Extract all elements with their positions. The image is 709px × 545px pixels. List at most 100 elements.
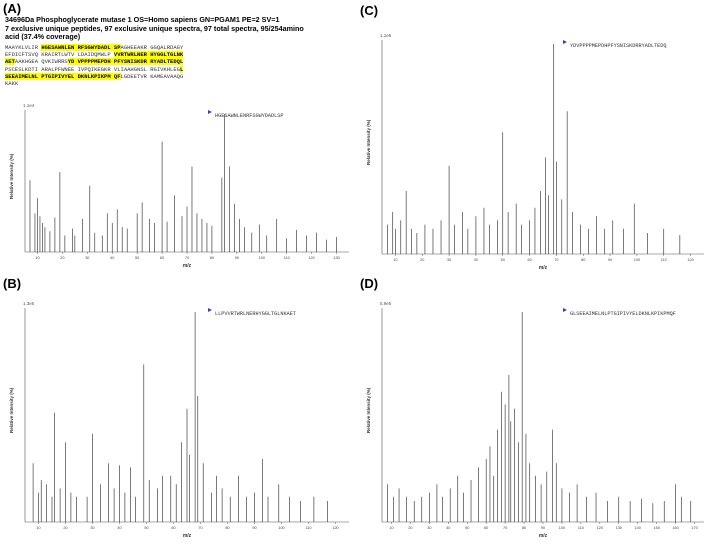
- x-tick-label: 50: [501, 258, 505, 262]
- x-tick-label: 40: [474, 258, 478, 262]
- x-tick-label: 100: [634, 258, 640, 262]
- peptide-sequence: LLPVVRTWRLNERHYGGLTGLNKAET: [215, 311, 296, 317]
- x-tick-label: 40: [110, 256, 114, 260]
- x-tick-label: 20: [60, 256, 64, 260]
- uncovered-segment: AGHEEAKR GGQALRDAGY: [120, 43, 184, 51]
- x-tick-label: 110: [578, 526, 584, 530]
- protein-info: 34696Da Phosphoglycerate mutase 1 OS=Hom…: [5, 15, 355, 88]
- x-tick-label: 90: [541, 526, 545, 530]
- panel-label-c: (C): [360, 3, 379, 18]
- protein-coverage: acid (37.4% coverage): [5, 32, 81, 42]
- covered-segment: VVRTWRLNER HYGGLTGLNK: [113, 51, 184, 59]
- spectrum-svg: 5.9e5 Relative Intensity (%) m/z 10 20 30 40 50…: [366, 301, 704, 539]
- x-axis-label: m/z: [183, 533, 192, 539]
- peptide-sequence: HGESAWNLENRFSGWYDADLSP: [215, 113, 284, 119]
- protein-title: 34696Da Phosphoglycerate mutase 1 OS=Hom…: [5, 15, 280, 24]
- x-tick-label: 70: [198, 526, 202, 530]
- x-tick-label: 80: [225, 526, 229, 530]
- spectrum-c: 1.1e5 Relative Intensity (%) m/z 10 20 30 40 50…: [360, 22, 708, 272]
- x-tick-label: 70: [185, 256, 189, 260]
- intensity-unit: 1.3e5: [23, 301, 35, 306]
- x-tick-label: 110: [284, 256, 290, 260]
- x-tick-label: 20: [420, 258, 424, 262]
- x-tick-label: 20: [63, 526, 67, 530]
- covered-segment: YD VPPPPMEPDH PFYSNISKDR RYADLTEDQL: [67, 58, 184, 66]
- uncovered-segment: AAKHGEA QVKIWRRS: [14, 58, 68, 66]
- covered-segment: L: [179, 65, 184, 73]
- protein-peptide-summary: 7 exclusive unique peptides, 97 exclusiv…: [5, 23, 304, 33]
- panel-label-b: (B): [3, 276, 22, 291]
- x-tick-label: 70: [554, 258, 558, 262]
- x-tick-label: 90: [252, 526, 256, 530]
- x-tick-label: 10: [393, 258, 397, 262]
- x-tick-label: 110: [661, 258, 667, 262]
- x-tick-label: 80: [522, 526, 526, 530]
- peptide-sequence: YDVPPPPMEPDHPFYSNISKDRRYADLTEDQ: [570, 43, 667, 49]
- x-tick-label: 70: [503, 526, 507, 530]
- intensity-unit: 5.9e5: [380, 301, 392, 306]
- x-tick-label: 30: [447, 258, 451, 262]
- x-tick-label: 100: [259, 256, 265, 260]
- x-tick-label: 30: [85, 256, 89, 260]
- x-tick-label: 160: [672, 526, 678, 530]
- y-axis-label: Relative Intensity (%): [366, 387, 371, 433]
- y-axis-label: Relative Intensity (%): [366, 119, 371, 165]
- spectrum-b: 1.3e5 Relative Intensity (%) m/z 10 20 30 40 50…: [3, 290, 353, 540]
- arrow-icon: [208, 308, 212, 312]
- x-tick-label: 100: [278, 526, 284, 530]
- x-tick-label: 90: [608, 258, 612, 262]
- x-tick-label: 60: [171, 526, 175, 530]
- x-axis-label: m/z: [183, 263, 192, 269]
- x-tick-label: 20: [408, 526, 412, 530]
- intensity-unit: 1.1e4: [23, 103, 35, 108]
- covered-segment: SEEAIMELNL PTGIPIVYEL DKNLKPIKPM QF: [5, 72, 121, 80]
- intensity-unit: 1.1e5: [380, 33, 392, 38]
- x-tick-label: 40: [446, 526, 450, 530]
- x-tick-label: 80: [210, 256, 214, 260]
- x-tick-label: 30: [427, 526, 431, 530]
- covered-segment: HGESAWNLEN RFSGWYDADL SP: [41, 43, 121, 51]
- spectrum-svg: 1.1e4 Relative Intensity (%) m/z 10 20 30 40 50…: [9, 103, 349, 269]
- spectrum-svg: 1.1e5 Relative Intensity (%) m/z 10 20 30 40 50…: [366, 33, 704, 271]
- x-tick-label: 120: [308, 256, 314, 260]
- x-tick-label: 130: [333, 256, 339, 260]
- x-tick-label: 110: [305, 526, 311, 530]
- panel-label-a: (A): [3, 1, 22, 16]
- spectrum-d: 5.9e5 Relative Intensity (%) m/z 10 20 30 40 50…: [360, 290, 708, 540]
- x-tick-label: 120: [687, 258, 693, 262]
- arrow-icon: [563, 40, 567, 44]
- x-tick-label: 30: [90, 526, 94, 530]
- sequence-line: AETAAKHGEA QVKIWRRSYD VPPPPMEPDH PFYSNIS…: [5, 58, 355, 66]
- x-tick-label: 90: [235, 256, 239, 260]
- x-tick-label: 120: [332, 526, 338, 530]
- peptide-sequence: GLSEEAIMELNLPTGIPIVYELDKNLKPIKPMQF: [570, 311, 676, 317]
- x-tick-label: 80: [581, 258, 585, 262]
- x-tick-label: 40: [117, 526, 121, 530]
- uncovered-segment: KAKK: [5, 80, 19, 88]
- y-axis-label: Relative Intensity (%): [9, 153, 14, 199]
- protein-sequence: MAAYKLVLIR HGESAWNLEN RFSGWYDADL SPAGHEE…: [5, 43, 355, 88]
- x-axis-label: m/z: [539, 265, 548, 271]
- uncovered-segment: MAAYKLVLIR: [5, 43, 42, 51]
- x-axis-label: m/z: [539, 533, 548, 539]
- x-tick-label: 50: [135, 256, 139, 260]
- x-tick-label: 60: [527, 258, 531, 262]
- uncovered-segment: PSCESLKDTI ARALPFWNEE IVPQIKEGKR VLIAAHG…: [5, 65, 180, 73]
- sequence-line: SEEAIMELNL PTGIPIVYEL DKNLKPIKPM QFLGDEE…: [5, 72, 355, 80]
- x-tick-label: 50: [144, 526, 148, 530]
- sequence-line: EFDICFTSVQ KRAIRTLWTV LDAIDQMWLP VVRTWRL…: [5, 51, 355, 59]
- x-tick-label: 50: [465, 526, 469, 530]
- x-tick-label: 100: [559, 526, 565, 530]
- arrow-icon: [563, 308, 567, 312]
- x-tick-label: 130: [616, 526, 622, 530]
- sequence-line: MAAYKLVLIR HGESAWNLEN RFSGWYDADL SPAGHEE…: [5, 43, 355, 51]
- arrow-icon: [208, 110, 212, 114]
- spectrum-a: 1.1e4 Relative Intensity (%) m/z 10 20 30 40 50…: [3, 92, 353, 270]
- x-tick-label: 140: [635, 526, 641, 530]
- uncovered-segment: LGDEETVR KAMEAVAAQG: [120, 72, 184, 80]
- x-tick-label: 10: [389, 526, 393, 530]
- y-axis-label: Relative Intensity (%): [9, 387, 14, 433]
- covered-segment: AET: [5, 58, 15, 66]
- spectrum-svg: 1.3e5 Relative Intensity (%) m/z 10 20 30 40 50…: [9, 301, 349, 539]
- x-tick-label: 120: [597, 526, 603, 530]
